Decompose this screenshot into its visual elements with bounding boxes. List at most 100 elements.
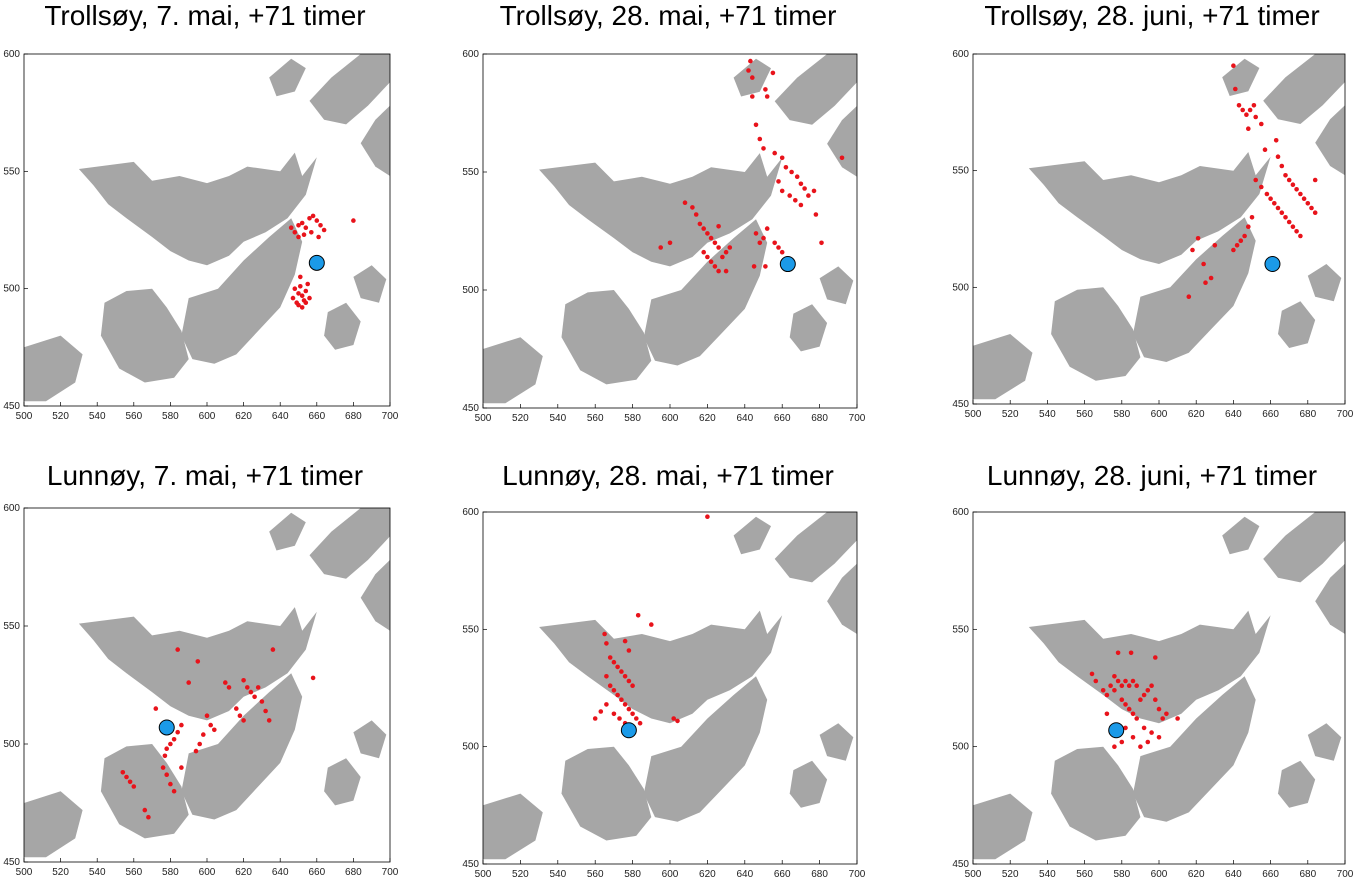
particle-point [175,729,180,735]
particle-point [607,655,613,660]
particle-point [1247,107,1253,113]
particle-point [1253,177,1258,183]
particle-point [164,746,169,751]
particle-point [234,706,239,711]
y-tick-label: 450 [462,403,479,414]
particle-point [1234,243,1240,248]
particle-point [1201,261,1206,267]
particle-point [602,631,607,637]
land-polygon [360,105,390,176]
chart-title: Lunnøy, 28. mai, +71 timer [502,460,834,491]
release-point [158,719,175,736]
x-tick-label: 660 [308,411,325,422]
particle-point [288,225,294,230]
x-tick-label: 700 [849,413,866,424]
land-polygon [789,760,828,808]
particle-point [1145,688,1151,693]
particle-point [1175,716,1180,721]
x-tick-label: 600 [199,867,216,878]
x-tick-label: 600 [199,411,216,422]
particle-point [701,249,706,255]
particle-point [716,268,721,274]
particle-point [1119,683,1125,688]
land-polygon [269,58,306,97]
particle-point [1279,163,1285,169]
y-tick-label: 450 [3,401,20,412]
chart-title: Trollsøy, 28. juni, +71 timer [984,0,1320,31]
particle-point [1149,683,1154,688]
particle-point [1231,63,1236,68]
particle-point [682,200,688,205]
land-polygon [643,219,768,366]
particle-point [806,193,811,198]
particle-point [1253,114,1258,120]
x-tick-label: 580 [624,869,641,880]
particle-series [658,58,845,274]
y-tick-label: 600 [3,49,20,60]
particle-point [1156,735,1162,740]
particle-point [1208,275,1214,281]
land-polygon [1222,516,1260,555]
x-tick-label: 640 [1225,869,1242,880]
land-polygon [561,746,652,841]
x-tick-label: 620 [235,867,252,878]
x-tick-label: 700 [849,869,866,880]
particle-point [1305,201,1311,206]
y-tick-label: 600 [462,507,479,518]
y-tick-label: 500 [462,285,479,296]
land-polygon [181,673,303,820]
particle-point [212,727,217,733]
particle-point [168,781,173,787]
land-polygon [483,793,543,860]
land-polygon [1263,512,1345,583]
particle-point [226,685,232,690]
particle-point [179,722,184,728]
particle-point [290,295,296,301]
particle-point [720,254,725,260]
particle-point [237,713,243,718]
y-tick-label: 550 [462,624,479,635]
particle-point [708,235,714,241]
particle-point [1134,683,1139,688]
particle-point [1294,187,1299,192]
particle-point [658,245,663,250]
particle-point [1112,744,1117,749]
particle-point [693,212,699,217]
particle-series [288,213,356,310]
particle-point [619,669,624,674]
particle-point [615,692,620,698]
particle-point [241,678,246,683]
chart-plot: 500 520 540 560 580 600 620 640 660 680 7004505005… [3,503,399,878]
particle-point [757,240,763,246]
particle-point [309,230,314,235]
particle-point [1264,191,1270,197]
x-tick-label: 580 [162,411,179,422]
particle-point [162,753,168,759]
land-polygon [1222,58,1260,96]
particle-point [839,155,845,161]
land-polygon [539,610,783,724]
particle-point [753,122,759,128]
particle-point [1231,247,1236,253]
y-tick-label: 450 [462,859,479,870]
x-tick-label: 620 [235,411,252,422]
x-tick-label: 620 [699,413,716,424]
particle-point [263,708,268,714]
particle-point [712,264,718,269]
particle-point [299,305,305,310]
x-tick-label: 640 [1225,409,1242,420]
particle-point [1112,674,1117,679]
particle-point [598,709,604,714]
panel-trollsoy-7-mai: Trollsøy, 7. mai, +71 timer 500 520 540 560… [0,0,410,440]
x-tick-label: 560 [125,411,142,422]
x-tick-label: 540 [89,867,106,878]
x-tick-label: 700 [382,867,399,878]
particle-point [1149,730,1154,735]
particle-point [794,174,800,179]
particle-point [314,218,320,223]
particle-point [351,218,356,223]
x-tick-label: 540 [549,869,566,880]
particle-point [1249,215,1255,220]
x-tick-label: 600 [1151,869,1168,880]
x-tick-label: 600 [1151,409,1168,420]
